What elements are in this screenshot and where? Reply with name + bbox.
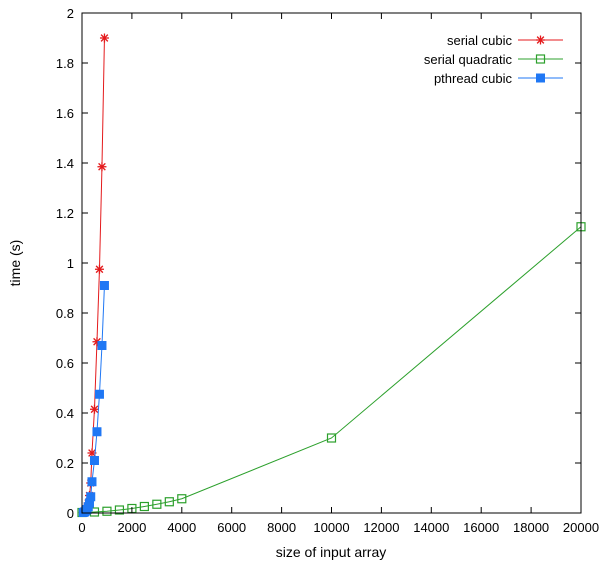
marker-stroke <box>90 405 99 414</box>
data-point <box>84 498 94 508</box>
marker-shape <box>92 427 102 437</box>
data-point <box>94 264 104 274</box>
data-point <box>99 33 109 43</box>
marker-shape <box>86 492 96 502</box>
marker-stroke <box>93 337 101 346</box>
marker-shape <box>89 456 99 465</box>
data-point <box>94 389 104 399</box>
y-tick-label: 0.8 <box>56 306 74 321</box>
legend-item: pthread cubic <box>434 71 563 86</box>
data-point <box>89 456 99 465</box>
y-tick-label: 1.6 <box>56 106 74 121</box>
legend: serial cubic serial quadratic pthread cubi… <box>424 33 563 86</box>
legend-marker <box>536 73 545 83</box>
data-point <box>92 427 102 437</box>
axis-ticks: 0 2000 4000 6000 8000 10000 12000 14000 16000 180… <box>56 6 599 535</box>
y-tick-label: 0.2 <box>56 456 74 471</box>
y-tick-label: 0 <box>67 506 74 521</box>
data-point <box>164 497 174 507</box>
data-point <box>97 341 107 350</box>
data-point <box>326 433 337 443</box>
data-point <box>99 281 109 290</box>
legend-label: serial cubic <box>447 33 513 48</box>
data-point <box>102 506 112 516</box>
x-tick-label: 4000 <box>167 520 196 535</box>
legend-marker <box>535 54 546 64</box>
legend-item: serial quadratic <box>424 52 563 67</box>
y-tick-label: 1.2 <box>56 206 74 221</box>
legend-item: serial cubic <box>447 33 563 48</box>
marker-shape <box>94 389 104 399</box>
x-tick-label: 18000 <box>513 520 549 535</box>
x-tick-label: 12000 <box>363 520 399 535</box>
marker-stroke <box>536 36 545 44</box>
y-tick-label: 1.8 <box>56 56 74 71</box>
marker-shape <box>535 54 546 64</box>
data-point <box>97 162 107 172</box>
y-tick-label: 0.4 <box>56 406 74 421</box>
marker-stroke <box>88 449 96 457</box>
x-tick-label: 2000 <box>117 520 146 535</box>
data-point <box>152 499 162 509</box>
y-tick-label: 1 <box>67 256 74 271</box>
marker-shape <box>97 341 107 350</box>
data-point <box>139 501 149 512</box>
marker-shape <box>102 506 112 516</box>
y-tick-label: 1.4 <box>56 156 74 171</box>
marker-shape <box>164 497 174 507</box>
legend-label: serial quadratic <box>424 52 513 67</box>
x-tick-label: 6000 <box>217 520 246 535</box>
marker-stroke <box>98 162 106 171</box>
x-tick-label: 10000 <box>313 520 349 535</box>
legend-label: pthread cubic <box>434 71 513 86</box>
data-point <box>177 494 187 504</box>
legend-marker <box>536 35 545 45</box>
x-tick-label: 14000 <box>413 520 449 535</box>
x-tick-label: 20000 <box>563 520 599 535</box>
marker-shape <box>326 433 337 443</box>
marker-shape <box>87 477 97 487</box>
y-tick-label: 2 <box>67 6 74 21</box>
x-axis-label: size of input array <box>276 544 387 560</box>
marker-stroke <box>100 34 109 42</box>
data-point <box>89 404 99 414</box>
marker-stroke <box>95 265 104 274</box>
marker-shape <box>152 499 162 509</box>
marker-shape <box>536 73 545 83</box>
data-point <box>86 492 96 502</box>
x-tick-label: 8000 <box>267 520 296 535</box>
x-tick-label: 16000 <box>463 520 499 535</box>
data-point <box>87 477 97 487</box>
marker-shape <box>139 501 149 512</box>
y-tick-label: 0.6 <box>56 356 74 371</box>
x-tick-label: 0 <box>78 520 85 535</box>
marker-shape <box>84 498 94 508</box>
marker-shape <box>177 494 187 504</box>
y-axis-label: time (s) <box>7 240 23 287</box>
series-serial-quadratic <box>77 222 586 518</box>
data-point <box>114 505 125 515</box>
plot-area <box>77 33 586 518</box>
marker-shape <box>114 505 125 515</box>
marker-shape <box>99 281 109 290</box>
